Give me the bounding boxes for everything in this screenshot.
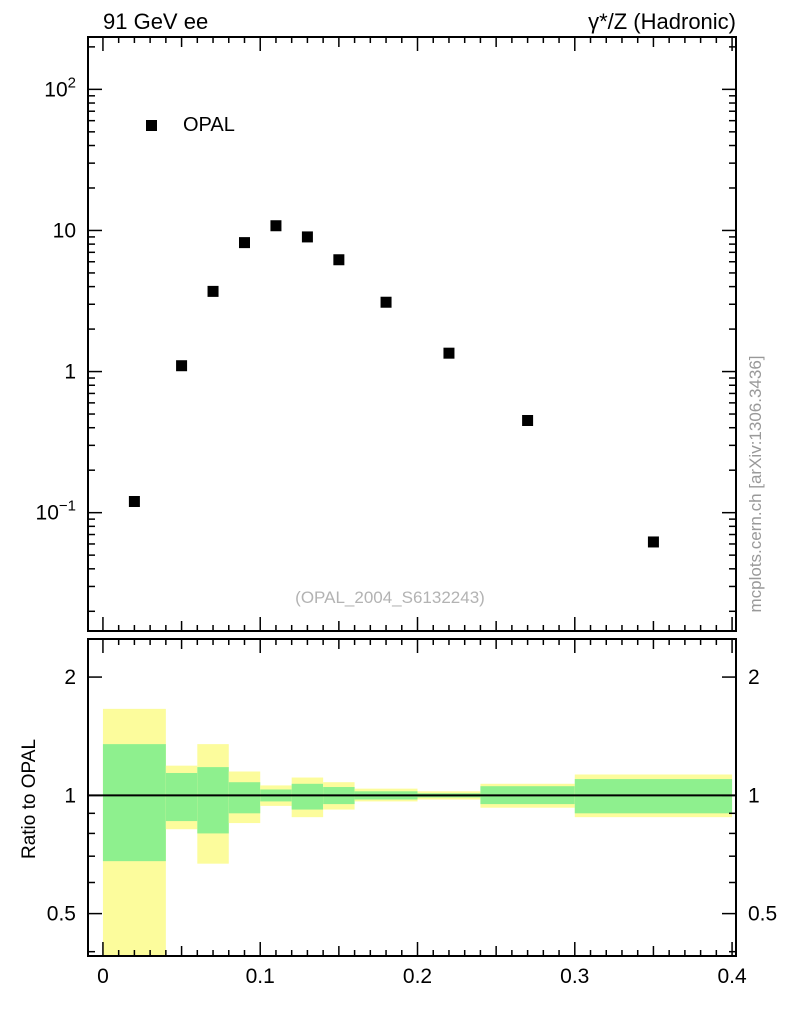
data-point	[380, 296, 392, 308]
x-tick-label: 0.3	[560, 965, 589, 988]
ratio-panel-frame	[87, 638, 737, 957]
main-panel-frame	[87, 36, 737, 632]
legend: OPAL	[146, 114, 235, 137]
ratio-band-green	[102, 744, 166, 862]
legend-marker-square	[146, 120, 157, 131]
x-tick-label: 0.4	[717, 965, 747, 988]
ratio-band-green	[228, 782, 261, 814]
mcplots-arxiv-side-label: mcplots.cern.ch [arXiv:1306.3436]	[746, 355, 765, 613]
data-point	[647, 536, 659, 548]
ratio-axis-label: Ratio to OPAL	[19, 738, 40, 860]
ratio-band-green	[197, 767, 229, 834]
y-tick-label: 102	[44, 74, 76, 101]
y-tick-label: 10	[53, 219, 76, 242]
ratio-y-tick-label-right: 0.5	[748, 903, 777, 926]
title-process: γ*/Z (Hadronic)	[588, 9, 736, 34]
y-tick-label: 1	[64, 361, 76, 384]
x-tick-label: 0.2	[403, 965, 432, 988]
data-point	[270, 220, 282, 232]
data-point	[522, 414, 534, 426]
legend-label: OPAL	[183, 114, 235, 136]
y-tick-label: 10−1	[36, 498, 76, 525]
x-tick-label: 0	[97, 965, 109, 988]
data-point	[238, 237, 250, 249]
data-point	[207, 285, 219, 297]
data-point	[333, 254, 345, 266]
analysis-id-watermark: (OPAL_2004_S6132243)	[295, 588, 485, 607]
data-point	[443, 347, 455, 359]
ratio-band-green	[291, 783, 324, 810]
ratio-y-tick-label-right: 1	[748, 784, 760, 807]
ratio-y-tick-label-left: 2	[64, 666, 76, 689]
data-point	[176, 360, 188, 372]
ratio-y-tick-label-right: 2	[748, 666, 760, 689]
x-tick-label: 0.1	[246, 965, 275, 988]
data-point	[301, 231, 313, 243]
title-beam-energy: 91 GeV ee	[103, 9, 209, 34]
ratio-y-tick-label-left: 0.5	[47, 903, 76, 926]
ratio-band-green	[165, 772, 198, 822]
data-point	[128, 495, 140, 507]
ratio-y-tick-label-left: 1	[64, 784, 76, 807]
